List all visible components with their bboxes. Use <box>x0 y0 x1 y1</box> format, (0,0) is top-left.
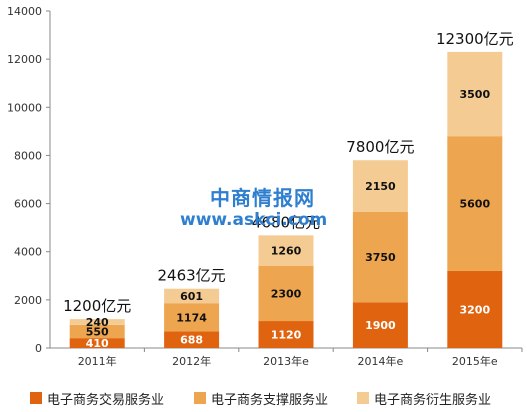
y-tick-label: 2000 <box>14 294 42 307</box>
data-label: 1900 <box>365 319 396 332</box>
bar-segment <box>164 288 220 304</box>
data-label: 1120 <box>271 329 302 342</box>
total-label: 1200亿元 <box>63 297 131 315</box>
data-label: 3500 <box>459 88 490 101</box>
bar-segment <box>258 235 314 266</box>
bars <box>69 51 503 348</box>
y-tick-label: 10000 <box>7 101 42 114</box>
y-axis: 0 2000 4000 6000 8000 10000 12000 14000 <box>7 5 51 355</box>
data-label: 410 <box>86 337 109 350</box>
data-label: 550 <box>86 326 109 339</box>
bar-segment <box>258 265 314 322</box>
bar-segment <box>69 324 125 339</box>
y-tick-label: 0 <box>35 342 42 355</box>
data-label: 601 <box>180 290 203 303</box>
data-label: 3200 <box>459 303 490 316</box>
y-tick-label: 4000 <box>14 246 42 259</box>
total-label: 2463亿元 <box>158 267 226 285</box>
y-tick-label: 6000 <box>14 198 42 211</box>
legend-item-support: 电子商务支撑服务业 <box>194 389 328 408</box>
x-tick-label: 2014年e <box>358 354 404 368</box>
bar-segment <box>447 270 503 348</box>
legend-label-trade: 电子商务交易服务业 <box>47 392 165 408</box>
bar-segment <box>258 321 314 348</box>
x-tick-label: 2013年e <box>263 354 309 368</box>
data-label: 5600 <box>459 198 490 211</box>
legend-swatch-derived <box>357 392 369 404</box>
data-label: 1174 <box>176 311 207 324</box>
y-tick-label: 8000 <box>14 149 42 162</box>
x-tick-label: 2011年 <box>78 354 117 368</box>
total-label: 4680亿元 <box>252 213 320 231</box>
bar-segment <box>164 331 220 348</box>
legend-label-support: 电子商务支撑服务业 <box>211 392 329 408</box>
data-label: 688 <box>180 334 203 347</box>
total-label: 7800亿元 <box>346 138 414 156</box>
data-label: 3750 <box>365 251 396 264</box>
legend: 电子商务交易服务业 电子商务支撑服务业 电子商务衍生服务业 <box>0 387 527 409</box>
x-axis: 2011年 2012年 2013年e 2014年e 2015年e <box>50 347 523 368</box>
bar-segment <box>352 302 408 348</box>
legend-swatch-support <box>194 392 206 404</box>
y-tick-label: 14000 <box>7 5 42 18</box>
bar-segment <box>352 160 408 212</box>
x-tick-label: 2015年e <box>452 354 498 368</box>
data-label: 2300 <box>271 287 302 300</box>
bar-segment <box>447 136 503 271</box>
bar-segment <box>352 211 408 303</box>
legend-item-trade: 电子商务交易服务业 <box>30 389 164 408</box>
bar-segment <box>69 319 125 325</box>
legend-item-derived: 电子商务衍生服务业 <box>357 389 491 408</box>
bar-segment <box>447 51 503 137</box>
bar-segment <box>69 338 125 348</box>
x-tick-label: 2012年 <box>172 354 211 368</box>
legend-swatch-trade <box>30 392 42 404</box>
legend-label-derived: 电子商务衍生服务业 <box>374 392 492 408</box>
data-label: 2150 <box>365 180 396 193</box>
data-label: 240 <box>86 316 109 329</box>
data-label: 1260 <box>271 245 302 258</box>
bar-segment <box>164 303 220 332</box>
y-tick-label: 12000 <box>7 53 42 66</box>
total-label: 12300亿元 <box>436 30 514 48</box>
